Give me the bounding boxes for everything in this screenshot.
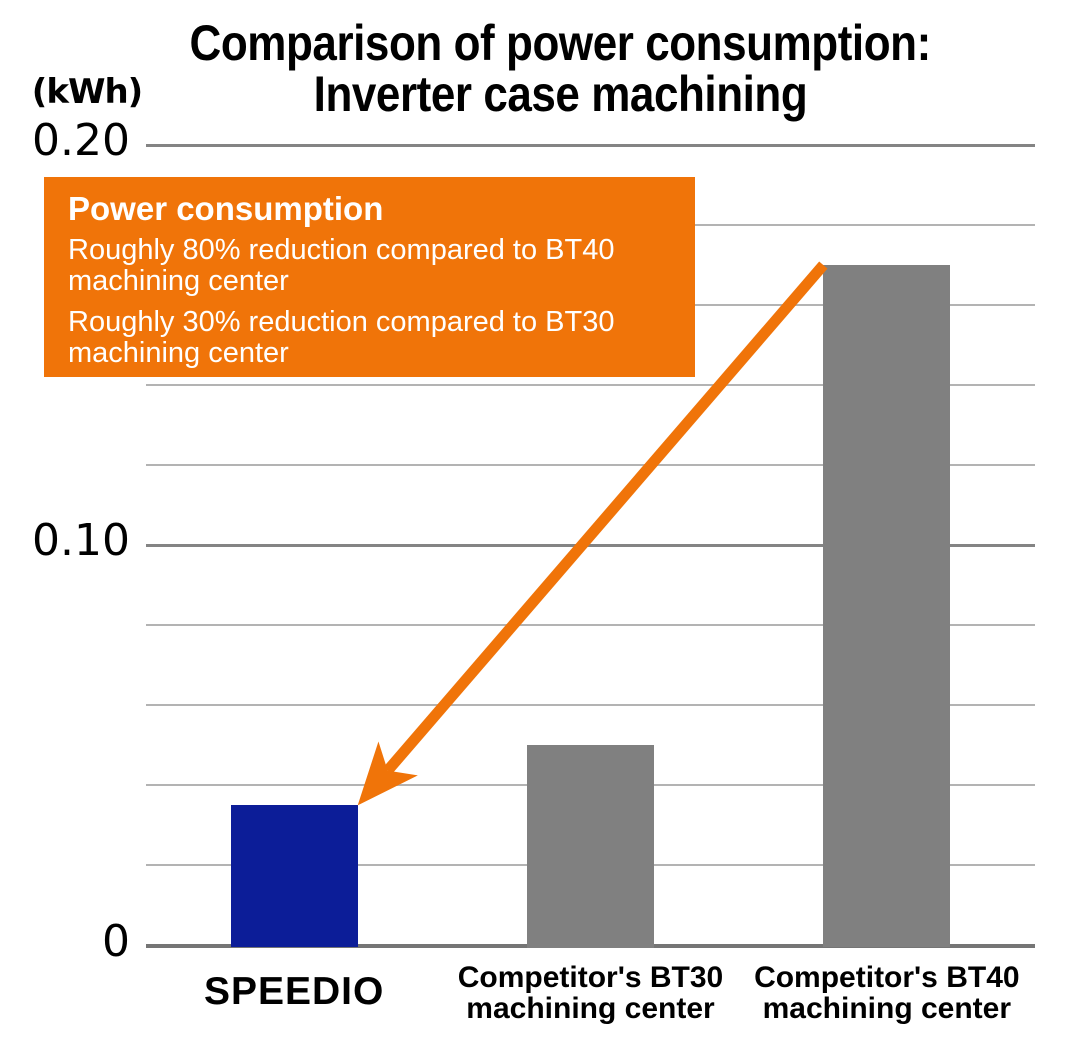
bar-speedio bbox=[230, 805, 358, 948]
x-axis-label-speedio: SPEEDIO bbox=[114, 972, 474, 1012]
x-axis-label-competitor-s-bt40: Competitor's BT40 machining center bbox=[707, 962, 1065, 1024]
gridline bbox=[146, 543, 1035, 547]
callout-line-bt40: Roughly 80% reduction compared to BT40 m… bbox=[68, 234, 615, 297]
chart-title-line-2: Inverter case machining bbox=[313, 66, 807, 122]
x-axis-label-line: Competitor's BT40 bbox=[754, 961, 1020, 994]
gridline bbox=[146, 384, 1035, 387]
x-axis-label-line: Competitor's BT30 bbox=[457, 961, 724, 994]
x-axis-label-line: machining center bbox=[466, 992, 715, 1025]
gridline bbox=[146, 704, 1035, 707]
y-axis-tick-label: 0 bbox=[102, 915, 130, 967]
x-axis-label-line: machining center bbox=[762, 992, 1012, 1025]
bar-competitor-s-bt30 bbox=[527, 745, 654, 948]
x-axis-label-line: SPEEDIO bbox=[203, 970, 385, 1013]
y-axis-tick-label: 0.20 bbox=[32, 115, 130, 166]
gridline bbox=[146, 464, 1035, 467]
y-axis-unit-label: (kWh) bbox=[31, 72, 143, 112]
chart-title-line-1: Comparison of power consumption: bbox=[189, 15, 931, 71]
y-axis-tick-label: 0.10 bbox=[32, 515, 130, 567]
callout-box: Power consumption Roughly 80% reduction … bbox=[44, 177, 695, 377]
gridline bbox=[146, 624, 1035, 627]
x-axis-label-competitor-s-bt30: Competitor's BT30 machining center bbox=[411, 962, 771, 1024]
chart-title: Comparison of power consumption: Inverte… bbox=[55, 18, 1065, 120]
callout-heading: Power consumption bbox=[68, 190, 384, 227]
callout-line-bt30: Roughly 30% reduction compared to BT30 m… bbox=[68, 306, 615, 369]
bar-competitor-s-bt40 bbox=[823, 265, 951, 948]
gridline bbox=[146, 143, 1035, 147]
